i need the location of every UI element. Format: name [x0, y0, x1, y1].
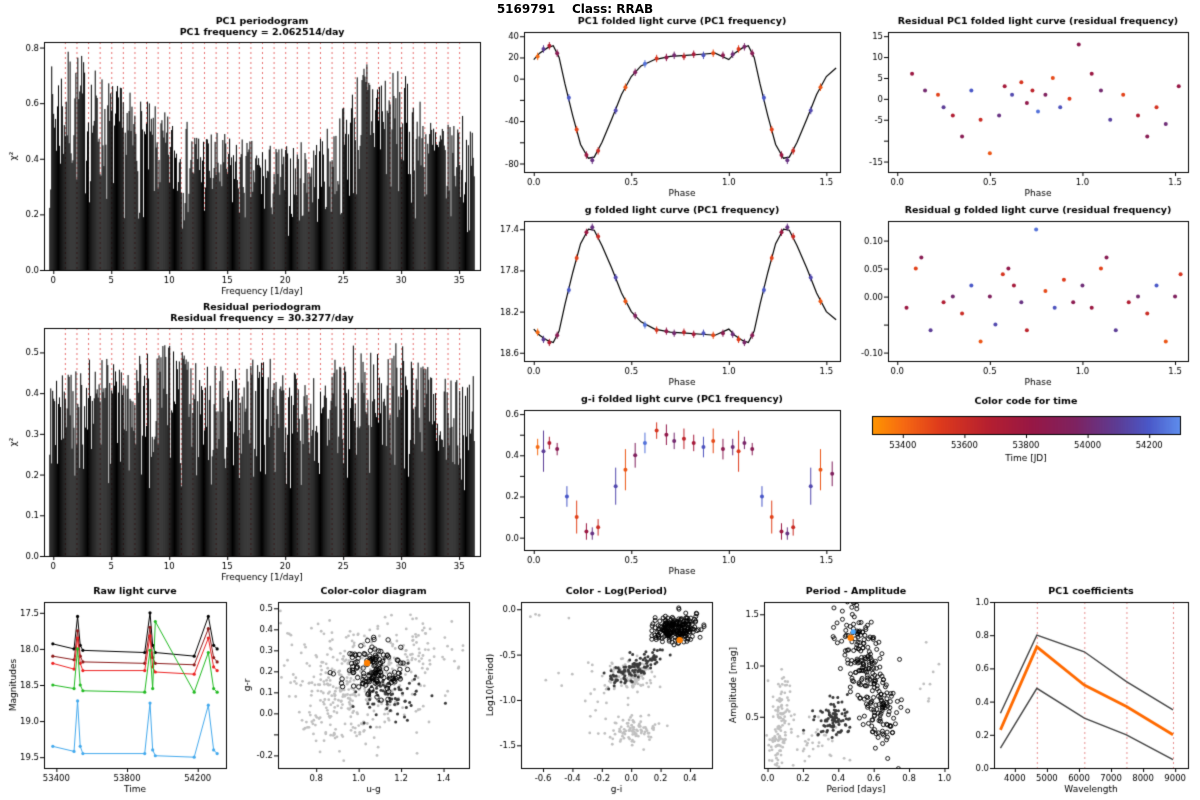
panel-color-logperiod	[483, 584, 720, 796]
panel-gi-folded	[492, 392, 848, 578]
g-folded-canvas	[492, 203, 848, 389]
panel-period-amplitude	[726, 584, 956, 796]
figure-title: 5169791 Class: RRAB	[496, 2, 654, 16]
color-color-canvas	[240, 584, 477, 796]
time-colorbar-canvas	[856, 392, 1196, 484]
raw-light-curve-canvas	[6, 584, 234, 796]
panel-pc1-periodogram	[6, 14, 488, 298]
panel-resid-g-folded	[856, 203, 1196, 389]
resid-g-folded-canvas	[856, 203, 1196, 389]
panel-pc1-coefficients	[962, 584, 1196, 796]
period-amplitude-canvas	[726, 584, 956, 796]
panel-raw-light-curve	[6, 584, 234, 796]
panel-g-folded	[492, 203, 848, 389]
color-logperiod-canvas	[483, 584, 720, 796]
panel-residual-periodogram	[6, 300, 488, 584]
panel-resid-pc1-folded	[856, 14, 1196, 200]
pc1-coefficients-canvas	[962, 584, 1196, 796]
panel-pc1-folded	[492, 14, 848, 200]
pc1-folded-canvas	[492, 14, 848, 200]
pc1-periodogram-canvas	[6, 14, 488, 298]
panel-time-colorbar	[856, 392, 1196, 484]
resid-pc1-folded-canvas	[856, 14, 1196, 200]
panel-color-color	[240, 584, 477, 796]
gi-folded-canvas	[492, 392, 848, 578]
residual-periodogram-canvas	[6, 300, 488, 584]
